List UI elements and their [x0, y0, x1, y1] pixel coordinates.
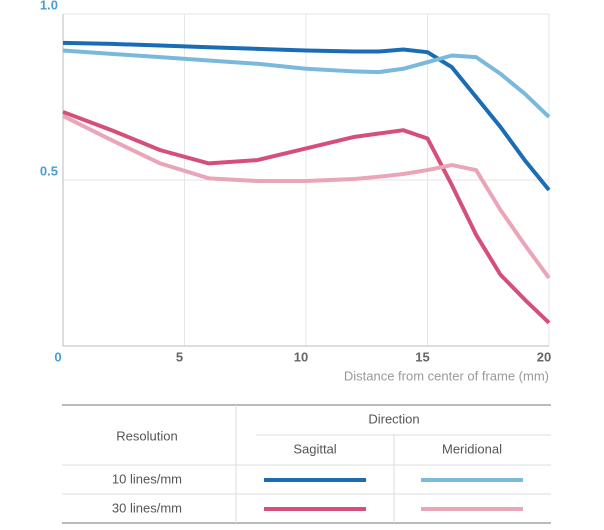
line-series	[62, 110, 551, 325]
y-tick-label: 0.5	[40, 163, 58, 178]
line-series	[62, 114, 551, 280]
column-label: Sagittal	[293, 441, 336, 456]
column-label: Meridional	[442, 441, 502, 456]
row-label: 10 lines/mm	[112, 471, 182, 486]
line-series	[62, 48, 551, 119]
x-tick-label: 20	[537, 349, 551, 364]
y-tick-label: 1.0	[40, 0, 58, 12]
x-tick-label: 15	[415, 349, 429, 364]
x-tick-label: 0	[54, 349, 61, 364]
row-label: 30 lines/mm	[112, 500, 182, 515]
table-header: Resolution	[116, 428, 177, 443]
line-series	[62, 40, 551, 192]
table-header: Direction	[368, 411, 419, 426]
x-axis-label: Distance from center of frame (mm)	[344, 368, 549, 383]
x-tick-label: 5	[176, 349, 183, 364]
x-tick-label: 10	[294, 349, 308, 364]
